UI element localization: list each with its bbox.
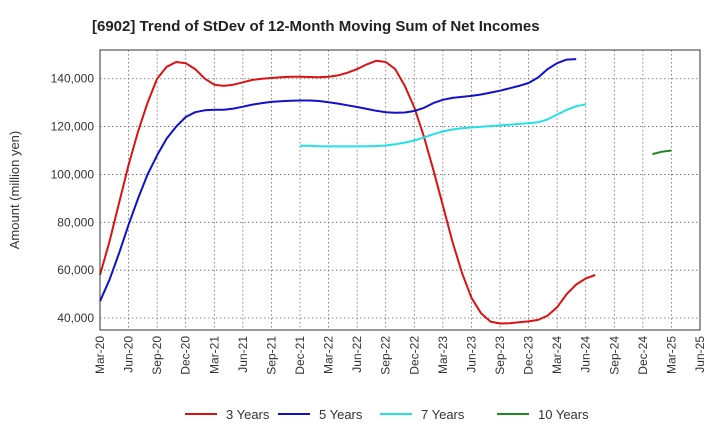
x-tick-label: Sep-21 — [264, 336, 278, 375]
chart-title: [6902] Trend of StDev of 12-Month Moving… — [92, 18, 540, 35]
grid — [99, 50, 701, 330]
x-tick-label: Dec-20 — [179, 336, 193, 375]
series-line-7-years — [300, 103, 586, 148]
x-tick-label: Dec-24 — [636, 336, 650, 375]
x-tick-label: Jun-23 — [464, 336, 478, 373]
legend-label: 3 Years — [226, 407, 270, 422]
x-ticks: Mar-20 Jun-20 Sep-20 Dec-20 Mar-21 Jun-21 Sep-… — [93, 336, 707, 375]
legend-label: 10 Years — [538, 407, 589, 422]
x-tick-label: Jun-25 — [693, 336, 707, 373]
y-ticks: 40,000 60,000 80,000 100,000 120,000 140,000 — [51, 72, 95, 325]
x-tick-label: Jun-24 — [579, 336, 593, 373]
x-tick-label: Jun-20 — [122, 336, 136, 373]
x-tick-label: Dec-22 — [407, 336, 421, 375]
series-line-10-years — [652, 149, 672, 156]
x-tick-label: Sep-22 — [379, 336, 393, 375]
x-tick-label: Sep-24 — [607, 336, 621, 375]
series — [99, 58, 672, 325]
x-tick-label: Sep-23 — [493, 336, 507, 375]
legend-label: 7 Years — [421, 407, 465, 422]
x-tick-label: Mar-25 — [664, 336, 678, 374]
x-tick-label: Mar-22 — [322, 336, 336, 374]
x-tick-label: Mar-20 — [93, 336, 107, 374]
y-tick-label: 120,000 — [51, 120, 95, 134]
series-line-3-years — [99, 59, 596, 325]
x-tick-label: Mar-23 — [436, 336, 450, 374]
x-tick-label: Dec-23 — [522, 336, 536, 375]
y-tick-label: 80,000 — [57, 215, 94, 229]
x-tick-label: Mar-21 — [207, 336, 221, 374]
plot-frame — [99, 49, 701, 331]
y-tick-label: 40,000 — [57, 311, 94, 325]
legend-label: 5 Years — [319, 407, 363, 422]
x-tick-label: Jun-21 — [236, 336, 250, 373]
y-axis-label: Amount (million yen) — [7, 131, 22, 250]
y-tick-label: 100,000 — [51, 167, 95, 181]
series-line-5-years — [99, 58, 577, 302]
x-tick-label: Jun-22 — [350, 336, 364, 373]
x-tick-label: Dec-21 — [293, 336, 307, 375]
y-tick-label: 140,000 — [51, 72, 95, 86]
legend: 3 Years 5 Years 7 Years 10 Years — [185, 407, 589, 422]
x-tick-label: Mar-24 — [550, 336, 564, 374]
x-tick-label: Sep-20 — [150, 336, 164, 375]
y-tick-label: 60,000 — [57, 263, 94, 277]
